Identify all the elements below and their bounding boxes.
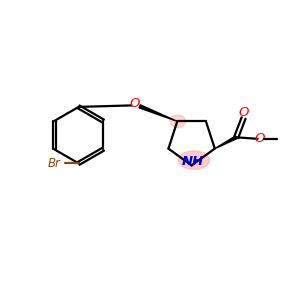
Polygon shape xyxy=(139,105,177,122)
Text: O: O xyxy=(238,106,249,119)
Ellipse shape xyxy=(170,115,186,128)
Text: O: O xyxy=(130,98,140,110)
Polygon shape xyxy=(215,136,237,148)
Ellipse shape xyxy=(178,151,210,169)
Text: NH: NH xyxy=(182,155,204,168)
Text: Br: Br xyxy=(48,157,61,170)
Text: O: O xyxy=(255,132,265,145)
